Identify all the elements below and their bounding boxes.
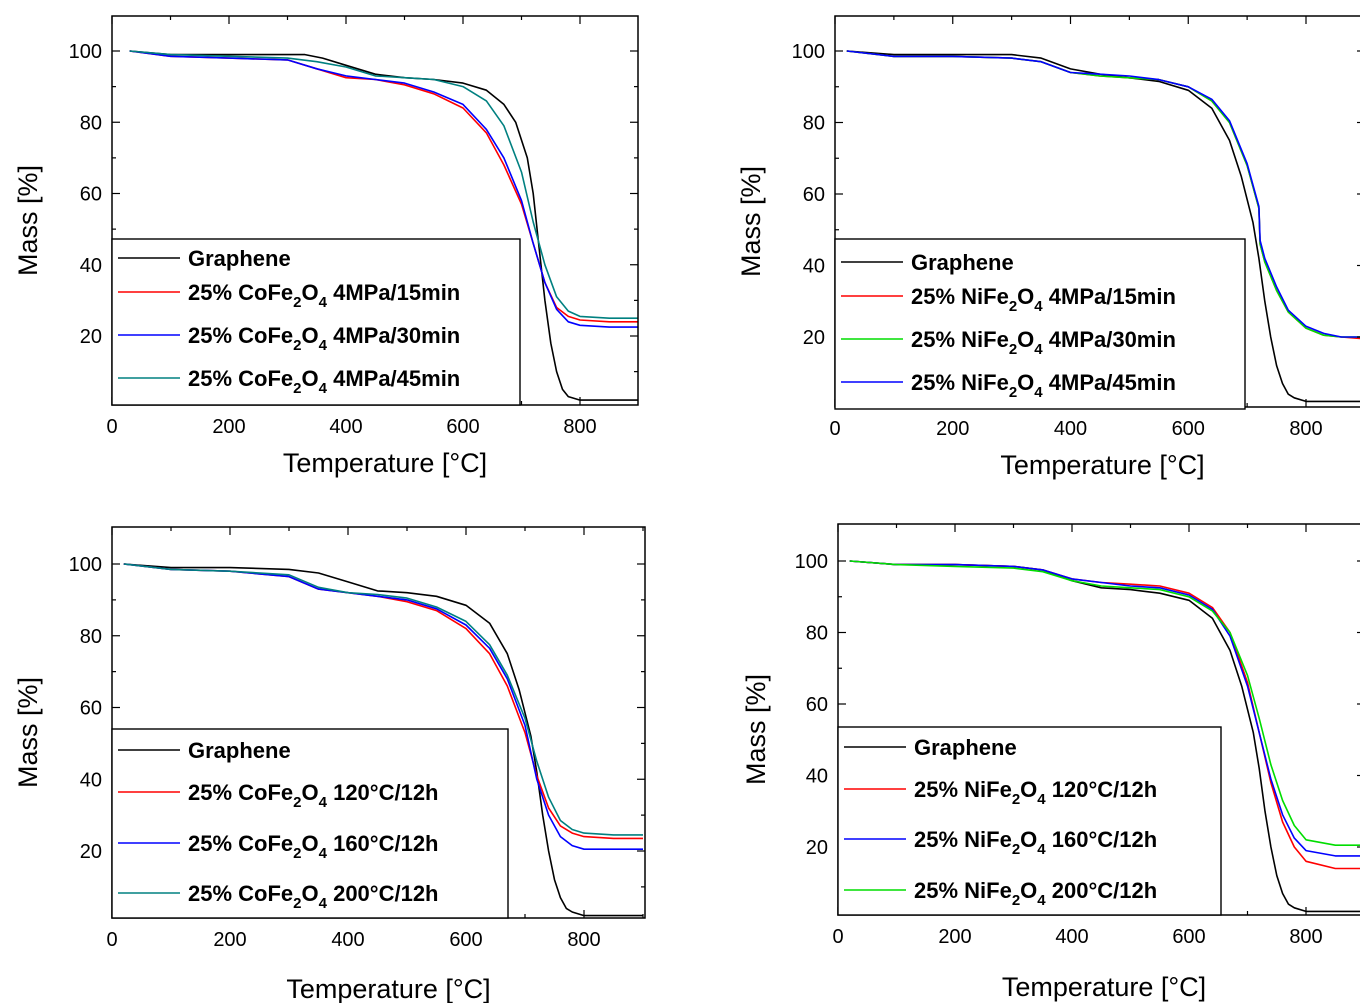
legend-label: 25% CoFe2O4 120°C/12h (188, 780, 439, 811)
x-tick-label: 800 (1289, 418, 1322, 440)
series-group (849, 560, 1360, 913)
series-line-3 (849, 560, 1360, 857)
y-tick-label: 20 (80, 326, 102, 348)
legend-label: 25% CoFe2O4 200°C/12h (188, 881, 439, 912)
x-axis-label: Temperature [°C] (1002, 972, 1206, 1002)
x-tick-label: 0 (832, 926, 843, 948)
legend-box (837, 726, 1222, 916)
x-axis-label: Temperature [°C] (283, 448, 487, 478)
y-axis-label: Mass [%] (13, 677, 43, 788)
legend: Graphene 25% CoFe2O4 4MPa/15min 25% CoFe2O… (111, 238, 521, 406)
series-line-1 (129, 50, 638, 401)
legend: Graphene 25% NiFe2O4 120°C/12h 25% NiFe2O4… (837, 726, 1222, 916)
series-line-3 (123, 563, 643, 851)
y-tick-label: 100 (792, 41, 825, 63)
x-tick-label: 400 (1055, 926, 1088, 948)
legend-label: 25% CoFe2O4 4MPa/15min (188, 280, 460, 311)
x-tick-label: 800 (567, 929, 600, 951)
y-tick-label: 60 (806, 694, 828, 716)
x-tick-label: 600 (449, 929, 482, 951)
x-axis-label: Temperature [°C] (286, 974, 490, 1003)
legend-label: 25% NiFe2O4 4MPa/30min (911, 327, 1176, 358)
y-tick-label: 60 (80, 698, 102, 720)
x-tick-label: 400 (1054, 418, 1087, 440)
legend-label: 25% NiFe2O4 4MPa/15min (911, 284, 1176, 315)
legend-label: 25% CoFe2O4 4MPa/30min (188, 323, 460, 354)
x-tick-label: 200 (212, 416, 245, 438)
x-tick-label: 600 (1172, 926, 1205, 948)
subplot-1: 0 200 400 600 800 20 40 60 80 100 Temperature [°C]… (13, 15, 639, 478)
y-tick-label: 40 (80, 255, 102, 277)
y-tick-label: 100 (69, 554, 102, 576)
y-tick-label: 60 (80, 184, 102, 206)
y-tick-label: 40 (80, 769, 102, 791)
y-tick-label: 80 (803, 113, 825, 135)
legend-box (834, 238, 1246, 410)
series-line-3 (129, 50, 638, 328)
y-tick-label: 100 (69, 41, 102, 63)
x-tick-label: 800 (563, 416, 596, 438)
legend-label: 25% NiFe2O4 160°C/12h (914, 827, 1157, 858)
x-tick-label: 200 (936, 418, 969, 440)
x-tick-label: 200 (213, 929, 246, 951)
legend-label: Graphene (188, 738, 291, 763)
x-tick-label: 400 (331, 929, 364, 951)
x-tick-label: 0 (106, 929, 117, 951)
y-tick-label: 20 (80, 841, 102, 863)
legend-label: 25% CoFe2O4 4MPa/45min (188, 366, 460, 397)
x-tick-label: 0 (829, 418, 840, 440)
y-tick-label: 40 (806, 766, 828, 788)
y-axis-label: Mass [%] (13, 165, 43, 276)
y-axis-label: Mass [%] (736, 166, 766, 277)
legend-box (111, 728, 509, 919)
legend-label: Graphene (914, 735, 1017, 760)
y-tick-label: 60 (803, 184, 825, 206)
x-axis-label: Temperature [°C] (1000, 450, 1204, 480)
series-line-4 (123, 563, 643, 836)
x-tick-label: 800 (1289, 926, 1322, 948)
x-tick-label: 400 (329, 416, 362, 438)
x-tick-label: 600 (1172, 418, 1205, 440)
y-tick-label: 80 (80, 112, 102, 134)
series-line-1 (123, 563, 643, 917)
series-line-4 (849, 560, 1360, 847)
y-tick-label: 20 (803, 327, 825, 349)
subplot-2: 0 200 400 600 800 20 40 60 80 100 Temperature [°C]… (736, 15, 1360, 480)
legend-label: 25% NiFe2O4 200°C/12h (914, 878, 1157, 909)
subplot-3: 0 200 400 600 800 20 40 60 80 100 Temperature [°C]… (13, 526, 646, 1003)
y-tick-label: 40 (803, 256, 825, 278)
series-line-4 (129, 50, 638, 320)
series-line-4 (846, 50, 1360, 338)
y-tick-label: 80 (80, 626, 102, 648)
series-line-1 (846, 50, 1360, 403)
series-group (129, 50, 638, 401)
y-tick-label: 20 (806, 837, 828, 859)
legend-label: 25% NiFe2O4 120°C/12h (914, 777, 1157, 808)
x-tick-label: 600 (446, 416, 479, 438)
legend-label: Graphene (188, 246, 291, 271)
series-group (123, 563, 643, 917)
x-tick-label: 0 (106, 416, 117, 438)
subplot-4: 0 200 400 600 800 20 40 60 80 100 Temperature [°C]… (741, 523, 1360, 1002)
legend-label: 25% CoFe2O4 160°C/12h (188, 831, 439, 862)
legend: Graphene 25% CoFe2O4 120°C/12h 25% CoFe2O4… (111, 728, 509, 919)
y-tick-label: 80 (806, 623, 828, 645)
legend-label: Graphene (911, 250, 1014, 275)
x-tick-label: 200 (938, 926, 971, 948)
y-tick-label: 100 (795, 551, 828, 573)
legend: Graphene 25% NiFe2O4 4MPa/15min 25% NiFe2O… (834, 238, 1246, 410)
legend-box (111, 238, 521, 406)
legend-label: 25% NiFe2O4 4MPa/45min (911, 370, 1176, 401)
series-group (846, 50, 1360, 403)
y-axis-label: Mass [%] (741, 674, 771, 785)
